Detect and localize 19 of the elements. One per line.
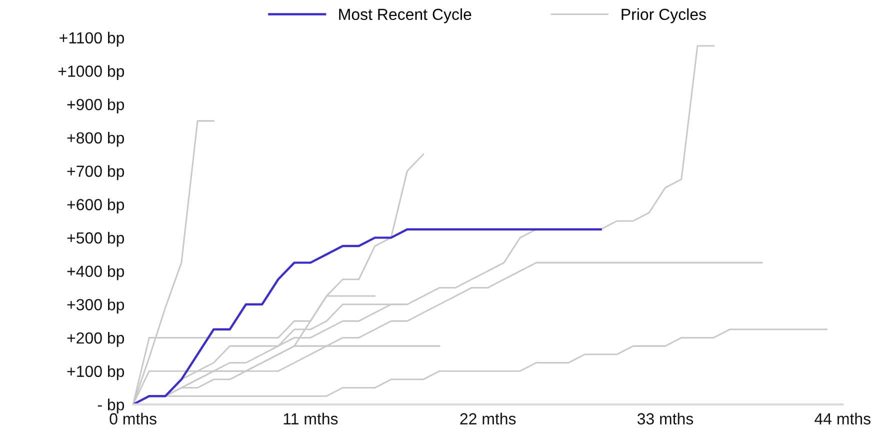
legend-label: Most Recent Cycle [339,8,472,24]
x-tick-label: 22 mths [460,412,516,424]
y-tick-label: +1000 bp [58,65,124,80]
y-tick-label: +1100 bp [60,32,124,47]
x-tick-label: 0 mths [110,412,156,424]
y-tick-label: - bp [98,398,124,414]
y-tick-label: +900 bp [67,98,124,114]
y-tick-label: +600 bp [67,198,124,214]
x-tick-label: 11 mths [284,412,338,424]
y-tick-label: +500 bp [67,232,124,247]
y-tick-label: +400 bp [67,265,124,280]
y-tick-label: +100 bp [67,365,124,380]
y-tick-label: +700 bp [67,165,124,180]
y-tick-label: +200 bp [67,332,124,347]
y-tick-label: +800 bp [67,132,124,147]
legend-label: Prior Cycles [622,8,706,24]
x-tick-label: 33 mths [637,412,694,424]
y-tick-label: +300 bp [67,298,124,314]
x-tick-label: 44 mths [814,412,870,424]
